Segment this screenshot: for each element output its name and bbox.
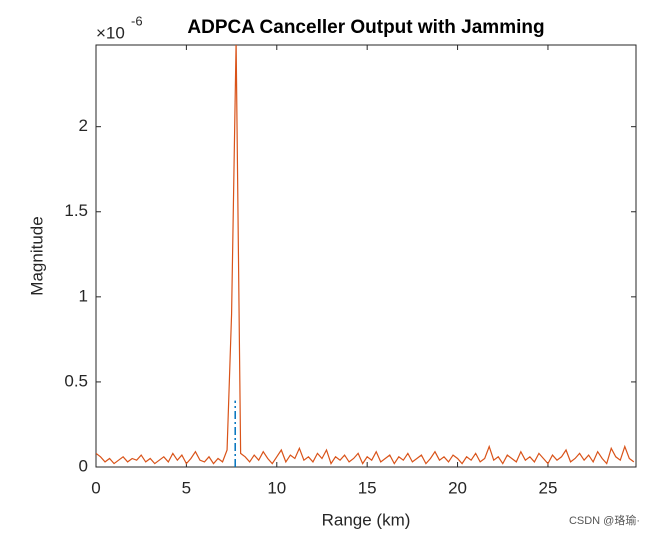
y-tick-label: 0: [79, 456, 88, 475]
plot-area: [95, 44, 637, 468]
y-exponent: -6: [131, 13, 143, 28]
y-multiplier: ×10: [96, 23, 125, 42]
watermark: CSDN @珞瑜·: [569, 513, 640, 527]
x-tick-label: 5: [182, 478, 191, 497]
data-line: [96, 45, 635, 465]
x-tick-label: 0: [91, 478, 100, 497]
y-tick-label: 0.5: [64, 371, 88, 390]
y-tick-label: 2: [79, 116, 88, 135]
x-axis-label: Range (km): [322, 510, 411, 529]
y-tick-label: 1: [79, 286, 88, 305]
x-tick-label: 15: [358, 478, 377, 497]
x-tick-label: 25: [538, 478, 557, 497]
plot-lines: [96, 45, 635, 467]
y-tick-label: 1.5: [64, 201, 88, 220]
chart-title: ADPCA Canceller Output with Jamming: [187, 17, 544, 38]
y-axis-label: Magnitude: [27, 216, 46, 295]
x-tick-label: 10: [267, 478, 286, 497]
x-tick-label: 20: [448, 478, 467, 497]
